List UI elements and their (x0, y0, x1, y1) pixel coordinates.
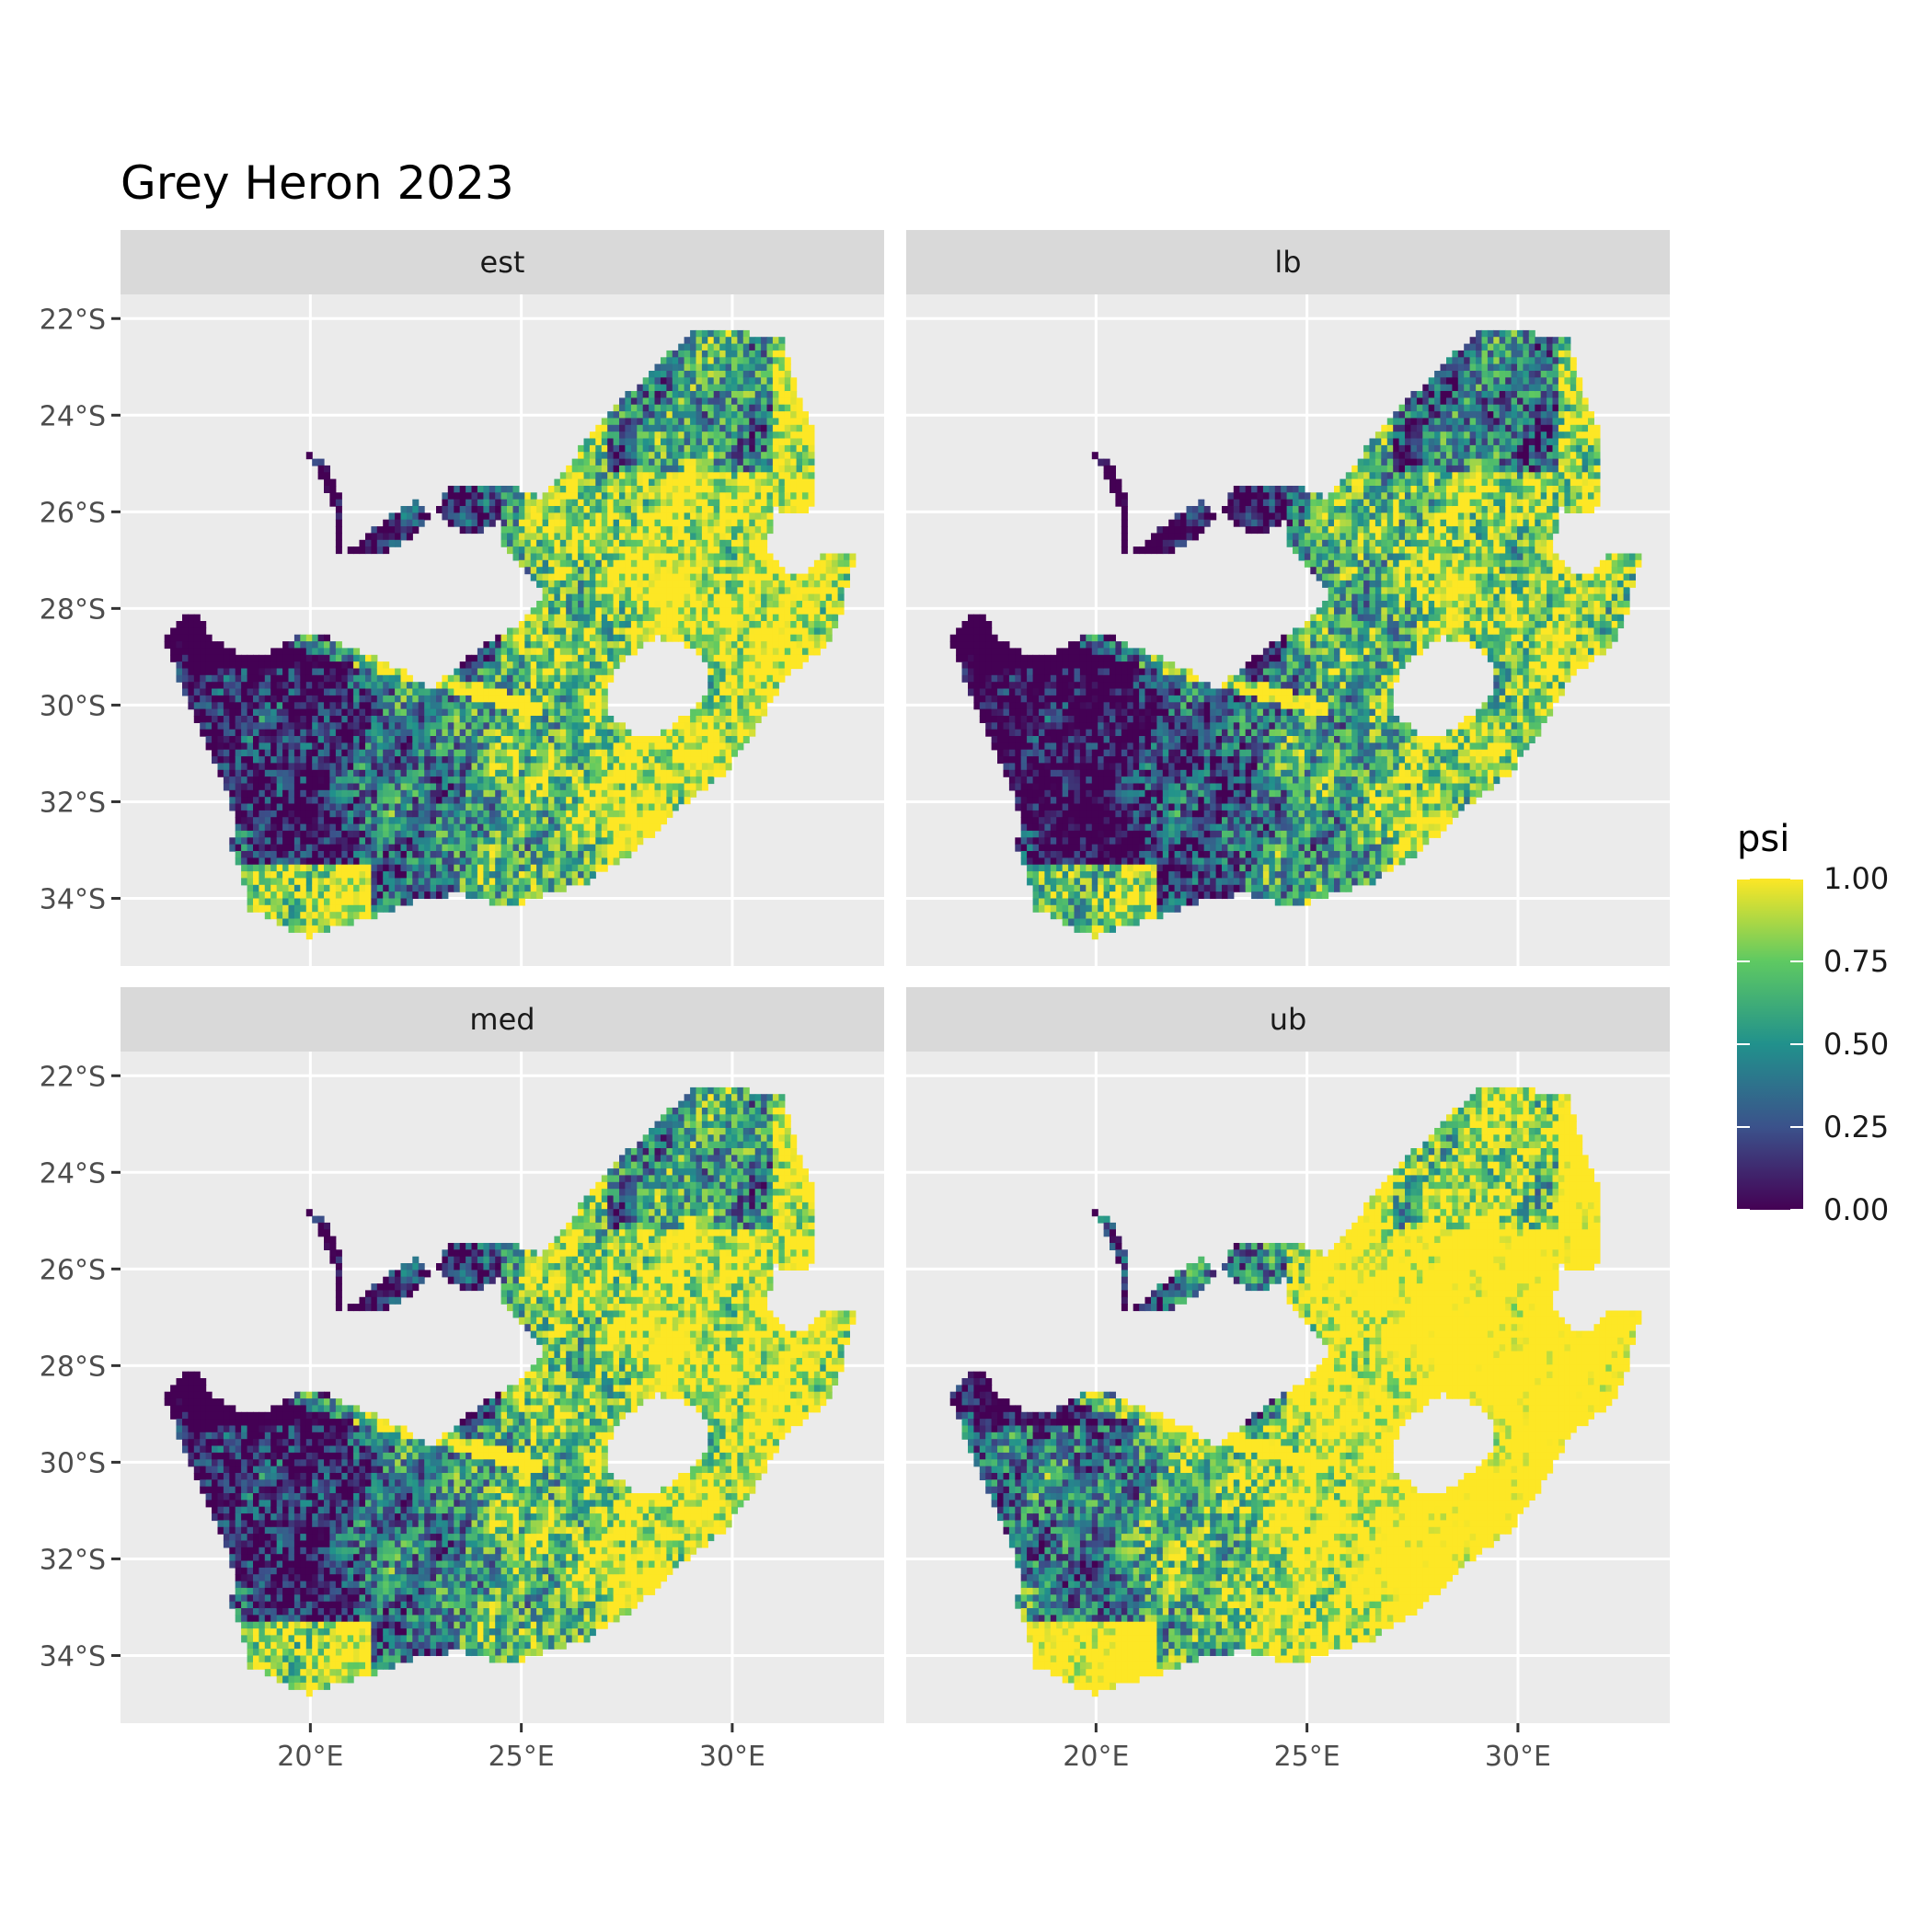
occupancy-raster-lb (949, 329, 1642, 940)
legend-tick-label: 0.50 (1823, 1027, 1889, 1062)
x-tick-label: 25°E (1274, 1741, 1340, 1773)
legend-tick-label: 0.00 (1823, 1192, 1889, 1227)
y-tick-label: 26°S (40, 497, 106, 529)
x-axis-ub: 20°E 25°E 30°E (1063, 1723, 1551, 1773)
y-tick-label: 28°S (40, 593, 106, 626)
panel-lb: lb (906, 230, 1670, 966)
legend-title: psi (1737, 818, 1789, 860)
x-tick-label: 30°E (699, 1741, 765, 1773)
y-tick-label: 34°S (40, 883, 106, 915)
y-axis-med: 22°S 24°S 26°S 28°S 30°S 32°S 34°S (40, 1061, 121, 1673)
y-tick-label: 22°S (40, 304, 106, 336)
y-tick-label: 30°S (40, 690, 106, 722)
strip-lb (906, 230, 1670, 294)
legend-ticks: 1.00 0.75 0.50 0.25 0.00 (1737, 861, 1889, 1227)
y-tick-label: 26°S (40, 1254, 106, 1286)
x-tick-label: 30°E (1485, 1741, 1551, 1773)
y-tick-label: 28°S (40, 1351, 106, 1383)
strip-ub (906, 987, 1670, 1052)
strip-label-ub: ub (1270, 1002, 1307, 1037)
occupancy-raster-med (164, 1087, 857, 1697)
figure-title: Grey Heron 2023 (121, 156, 514, 210)
occupancy-raster-est (164, 329, 857, 940)
strip-est (121, 230, 884, 294)
panel-med: med 22°S 24°S 26°S 28°S 30°S 32°S 34°S 20°E 25°E 3… (40, 987, 884, 1773)
legend-tick-label: 0.25 (1823, 1110, 1889, 1144)
x-tick-label: 20°E (277, 1741, 343, 1773)
y-tick-label: 34°S (40, 1640, 106, 1673)
y-tick-label: 24°S (40, 1157, 106, 1190)
strip-label-est: est (480, 245, 525, 280)
y-tick-label: 24°S (40, 400, 106, 432)
strip-med (121, 987, 884, 1052)
y-tick-label: 32°S (40, 787, 106, 819)
strip-label-lb: lb (1274, 245, 1301, 280)
legend: psi 1.00 0.75 0.50 0.25 0.00 (1737, 818, 1889, 1227)
panel-est: est 22°S 24°S 26°S 28°S 30°S 32°S 34°S (40, 230, 884, 966)
facet-panels: est 22°S 24°S 26°S 28°S 30°S 32°S 34°S lb med 22°S… (40, 230, 1670, 1773)
y-tick-label: 22°S (40, 1061, 106, 1093)
x-tick-label: 20°E (1063, 1741, 1129, 1773)
legend-tick-label: 1.00 (1823, 861, 1889, 896)
y-tick-label: 30°S (40, 1447, 106, 1479)
strip-label-med: med (469, 1002, 535, 1037)
y-tick-label: 32°S (40, 1544, 106, 1576)
legend-tick-label: 0.75 (1823, 944, 1889, 979)
x-tick-label: 25°E (489, 1741, 555, 1773)
panel-ub: ub 20°E 25°E 30°E (906, 987, 1670, 1773)
y-axis-est: 22°S 24°S 26°S 28°S 30°S 32°S 34°S (40, 304, 121, 915)
occupancy-raster-ub (949, 1087, 1642, 1697)
x-axis-med: 20°E 25°E 30°E (277, 1723, 765, 1773)
